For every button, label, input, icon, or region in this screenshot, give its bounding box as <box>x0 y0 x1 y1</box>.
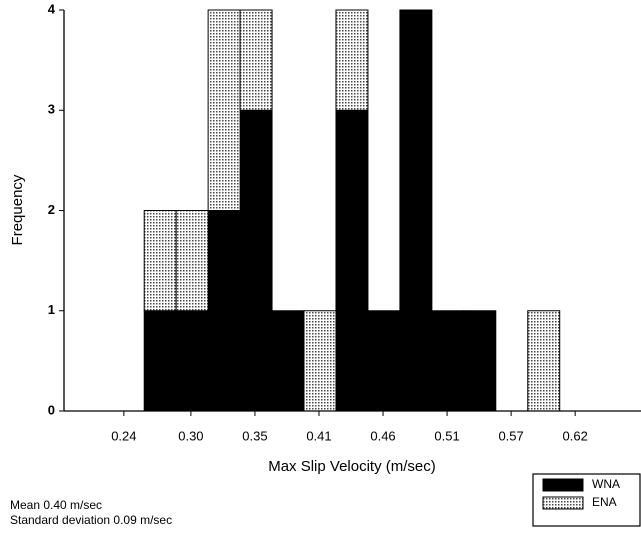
y-tick-label: 4 <box>48 1 56 16</box>
x-tick-label: 0.35 <box>242 428 267 443</box>
x-tick-label: 0.41 <box>306 428 331 443</box>
bar-segment <box>239 9 273 111</box>
bar-segment <box>143 310 177 412</box>
bar-segment <box>527 310 561 412</box>
bar-segment <box>175 310 209 412</box>
y-tick-label: 2 <box>48 202 55 217</box>
legend-label: WNA <box>592 477 620 491</box>
annotation: Mean 0.40 m/sec <box>10 498 102 512</box>
annotation: Standard deviation 0.09 m/sec <box>10 513 172 527</box>
y-axis-label: Frequency <box>9 174 26 245</box>
bar-segment <box>271 310 305 412</box>
y-tick-label: 3 <box>48 102 55 117</box>
bar-segment <box>431 310 465 412</box>
x-tick-label: 0.62 <box>563 428 588 443</box>
x-tick-label: 0.51 <box>434 428 459 443</box>
legend: WNA ENA <box>532 473 641 527</box>
bar-segment <box>335 9 369 111</box>
x-tick-label: 0.24 <box>111 428 136 443</box>
legend-label: ENA <box>592 495 617 509</box>
legend-swatch <box>542 478 584 492</box>
x-tick-label: 0.30 <box>178 428 203 443</box>
bar-segment <box>335 109 369 412</box>
x-tick-label: 0.57 <box>498 428 523 443</box>
bar-segment <box>143 210 177 312</box>
bar-segment <box>239 109 273 412</box>
y-tick-label: 1 <box>48 302 55 317</box>
x-tick-label: 0.46 <box>370 428 395 443</box>
y-tick-label: 0 <box>48 402 55 417</box>
bar-segment <box>207 9 241 211</box>
bar-segment <box>207 210 241 412</box>
bar-segment <box>399 9 433 412</box>
bar-segment <box>175 210 209 312</box>
bar-segment <box>367 310 401 412</box>
bar-segment <box>303 310 337 412</box>
x-axis-label: Max Slip Velocity (m/sec) <box>268 458 436 475</box>
legend-swatch <box>542 496 584 510</box>
bar-segment <box>463 310 497 412</box>
